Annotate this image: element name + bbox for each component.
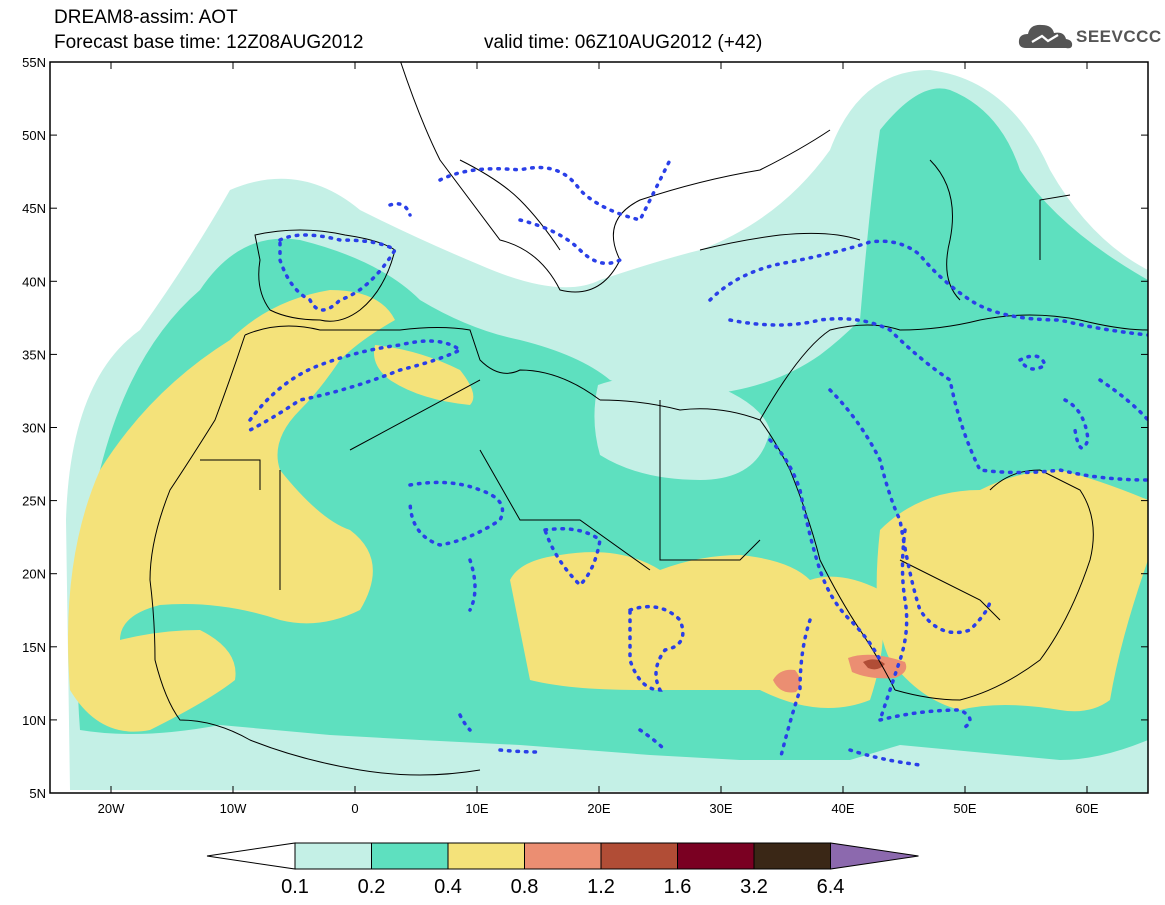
lon-tick-label: 30E	[709, 801, 732, 816]
aot-band-0.4-arabia	[876, 470, 1148, 712]
logo-text: SEEVCCC	[1076, 27, 1162, 46]
aot-band-0.8-a	[773, 669, 801, 693]
dust-contours	[248, 158, 1148, 767]
colorbar-swatch	[294, 842, 372, 870]
aot-band-0.4-west	[68, 290, 395, 732]
lon-tick-label: 40E	[831, 801, 854, 816]
lat-tick-label: 15N	[22, 640, 46, 655]
lat-tick-label: 35N	[22, 347, 46, 362]
colorbar-swatch	[371, 842, 449, 870]
colorbar-level-label: 0.8	[511, 876, 539, 898]
longitude-axis: 20W 10W 0 10E 20E 30E 40E 50E 60E	[98, 62, 1099, 816]
lat-tick-label: 40N	[22, 274, 46, 289]
colorbar-swatch	[753, 842, 831, 870]
valid-time: valid time: 06Z10AUG2012 (+42)	[484, 32, 763, 53]
colorbar-swatch	[600, 842, 678, 870]
lon-tick-label: 20W	[98, 801, 125, 816]
colorbar-level-label: 0.2	[358, 876, 386, 898]
lat-tick-label: 10N	[22, 713, 46, 728]
latitude-axis: 55N 50N 45N 40N 35N 30N 25N 20N 15N 10N 5N	[22, 55, 1148, 801]
lat-tick-label: 50N	[22, 128, 46, 143]
aot-band-0.4-central	[510, 552, 884, 708]
colorbar-swatch	[447, 842, 525, 870]
lat-tick-label: 5N	[29, 786, 46, 801]
lat-tick-label: 45N	[22, 201, 46, 216]
forecast-base-time: Forecast base time: 12Z08AUG2012	[54, 32, 364, 53]
colorbar-level-label: 1.6	[664, 876, 692, 898]
colorbar-below-arrow	[206, 842, 296, 870]
colorbar-level-label: 6.4	[817, 876, 845, 898]
map-title: DREAM8-assim: AOT	[54, 7, 238, 28]
lon-tick-label: 50E	[953, 801, 976, 816]
lat-tick-label: 55N	[22, 55, 46, 70]
lat-tick-label: 30N	[22, 421, 46, 436]
lon-tick-label: 10W	[220, 801, 247, 816]
lon-tick-label: 10E	[465, 801, 488, 816]
cloud-logo-icon	[1018, 24, 1073, 49]
colorbar-swatch	[524, 842, 602, 870]
colorbar-swatch	[677, 842, 755, 870]
lat-tick-label: 20N	[22, 567, 46, 582]
lat-tick-label: 25N	[22, 494, 46, 509]
lon-tick-label: 0	[351, 801, 358, 816]
aot-field	[50, 62, 1148, 793]
lon-tick-label: 20E	[587, 801, 610, 816]
colorbar-level-label: 1.2	[587, 876, 615, 898]
lon-tick-label: 60E	[1075, 801, 1098, 816]
colorbar-level-label: 0.4	[434, 876, 462, 898]
colorbar: 0.1 0.2 0.4 0.8 1.2 1.6 3.2 6.4	[206, 842, 919, 898]
colorbar-level-label: 3.2	[740, 876, 768, 898]
colorbar-level-label: 0.1	[281, 876, 309, 898]
coastlines	[149, 62, 1148, 776]
colorbar-above-arrow	[830, 842, 919, 870]
